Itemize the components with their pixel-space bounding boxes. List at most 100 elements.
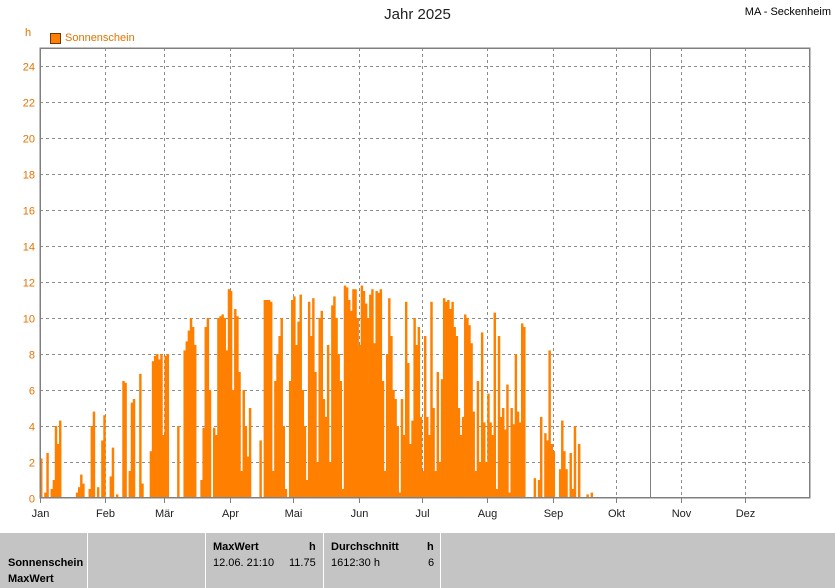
x-tick-label: Jul: [415, 508, 429, 520]
sunshine-bar: [421, 471, 425, 498]
sunshine-bar: [88, 489, 91, 498]
sunshine-bar: [158, 359, 161, 498]
sunshine-bar: [276, 354, 279, 498]
sunshine-bar: [472, 411, 475, 498]
sunshine-bar: [52, 480, 56, 498]
x-tick-label: Dez: [736, 508, 756, 520]
y-tick-label: 24: [23, 62, 35, 74]
sunshine-bar: [457, 408, 461, 498]
sunshine-bar: [284, 489, 288, 498]
sunshine-bar: [489, 422, 492, 498]
sunshine-bar: [156, 354, 159, 498]
sunshine-bar: [369, 294, 372, 498]
sunshine-bar: [282, 426, 286, 498]
sunshine-bar: [229, 291, 233, 498]
sunshine-bar: [301, 390, 305, 498]
summary-divider: [323, 533, 324, 588]
sunshine-bar: [388, 298, 391, 498]
sunshine-bar: [499, 417, 503, 498]
sunshine-bar: [240, 471, 243, 498]
durchschnitt-unit: h: [427, 541, 434, 553]
sunshine-bar: [56, 444, 60, 498]
sunshine-bar: [208, 390, 212, 498]
y-tick-label: 22: [23, 98, 35, 110]
summary-divider: [205, 533, 206, 588]
sunshine-bar: [297, 321, 300, 498]
summary-divider: [440, 533, 441, 588]
sunshine-bar: [404, 301, 408, 498]
sunshine-bar: [305, 480, 309, 498]
sunshine-bar: [215, 435, 218, 498]
x-tick-label: Apr: [222, 508, 239, 520]
sunshine-bar: [453, 327, 456, 498]
maxwert-unit: h: [309, 541, 316, 553]
sunshine-bar: [115, 494, 119, 498]
x-tick-label: Okt: [608, 508, 625, 520]
sunshine-bar: [329, 462, 332, 498]
sunshine-bar: [206, 318, 210, 498]
station-name: MA - Seckenheim: [744, 6, 831, 18]
x-tick-label: Mai: [285, 508, 303, 520]
sunshine-bar: [242, 390, 245, 498]
sunshine-bar: [434, 471, 437, 498]
x-tick-label: Jan: [32, 508, 50, 520]
sunshine-bar: [409, 444, 412, 498]
sunshine-bar: [269, 301, 273, 498]
sunshine-bar: [151, 361, 155, 498]
summary-row-label-sonnenschein: Sonnenschein: [8, 557, 84, 569]
y-tick-label: 10: [23, 314, 35, 326]
sunshine-bar: [194, 345, 197, 498]
sunshine-bar: [520, 323, 524, 498]
sunshine-bar: [400, 399, 404, 498]
summary-divider: [87, 533, 88, 588]
x-tick-label: Sep: [544, 508, 564, 520]
sunshine-bar: [459, 435, 463, 498]
sunshine-bar: [202, 427, 205, 498]
sunshine-bar: [485, 462, 488, 498]
sunshine-bar: [360, 285, 364, 498]
sunshine-bar: [324, 417, 328, 498]
sunshine-bar: [259, 440, 262, 498]
sunshine-bar: [474, 471, 478, 498]
y-tick-label: 4: [29, 422, 35, 434]
sunshine-bar: [432, 408, 435, 498]
sunshine-bar: [132, 399, 136, 498]
sunshine-bar: [464, 314, 467, 498]
legend-label: Sonnenschein: [65, 32, 135, 44]
sunshine-bar: [364, 303, 368, 498]
sunshine-bar: [293, 296, 296, 498]
sunshine-bar: [322, 399, 326, 498]
sunshine-bar: [563, 451, 566, 498]
sunshine-bar: [288, 381, 292, 498]
plot-frame: [40, 48, 810, 498]
sunshine-bar: [164, 355, 167, 498]
sunshine-bar: [103, 415, 106, 498]
sunshine-bar: [341, 489, 345, 498]
sunshine-bar: [312, 298, 315, 498]
sunshine-bar: [495, 489, 499, 498]
sunshine-bar: [139, 373, 142, 498]
sunshine-bar: [238, 372, 241, 498]
sunshine-bar: [295, 345, 298, 498]
sunshine-bar: [54, 426, 58, 498]
sunshine-bar: [548, 350, 551, 498]
maxwert-header: MaxWert: [213, 541, 259, 553]
sunshine-bar: [539, 417, 543, 498]
sunshine-bar: [92, 411, 96, 498]
sunshine-bar: [577, 444, 581, 498]
y-tick-label: 2: [29, 458, 35, 470]
sunshine-bar: [392, 390, 395, 498]
sunshine-bar: [263, 300, 267, 498]
sunshine-bar: [396, 426, 399, 498]
sunshine-bar: [413, 318, 416, 498]
summary-row-label-maxwert: MaxWert: [8, 573, 54, 585]
sunshine-bar: [111, 447, 115, 498]
sunshine-bar: [385, 354, 389, 498]
sunshine-bar: [390, 336, 393, 498]
sunshine-bar: [128, 471, 132, 498]
sunshine-bar: [244, 426, 248, 498]
sunshine-bar: [96, 487, 100, 498]
sunshine-bar: [219, 316, 222, 498]
sunshine-bar: [518, 422, 522, 498]
